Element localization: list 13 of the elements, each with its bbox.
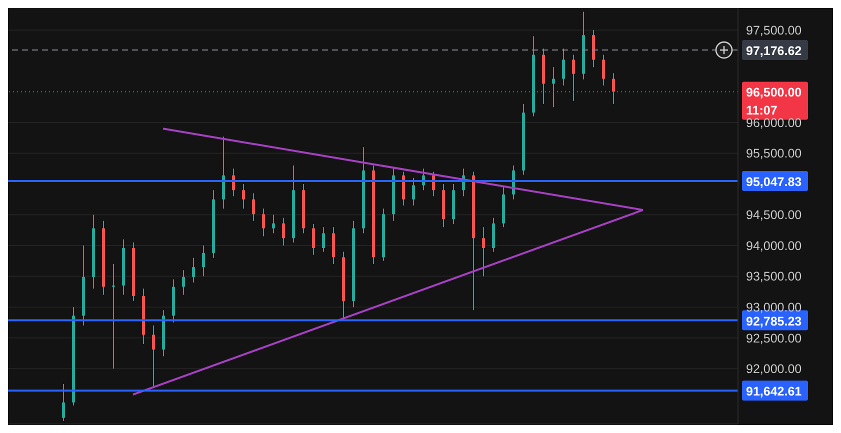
y-tick-label: 94,000.00	[746, 238, 802, 253]
y-tick-label: 95,500.00	[746, 146, 802, 161]
y-tick-label: 94,500.00	[746, 208, 802, 222]
ref-line-label: 96,500.00 11:07	[746, 86, 802, 118]
y-tick-label: 92,000.00	[746, 362, 802, 376]
y-tick-label: 97,500.00	[746, 24, 802, 38]
ref-line-label: 95,047.83	[746, 175, 802, 190]
y-tick-label: 93,500.00	[746, 270, 802, 284]
ref-line-label: 91,642.61	[746, 384, 802, 399]
y-tick-label: 92,500.00	[746, 331, 802, 346]
ref-line-label: 92,785.23	[746, 314, 802, 328]
y-tick-label: 96,000.00	[746, 116, 802, 130]
ref-line-label: 97,176.62	[746, 44, 802, 58]
